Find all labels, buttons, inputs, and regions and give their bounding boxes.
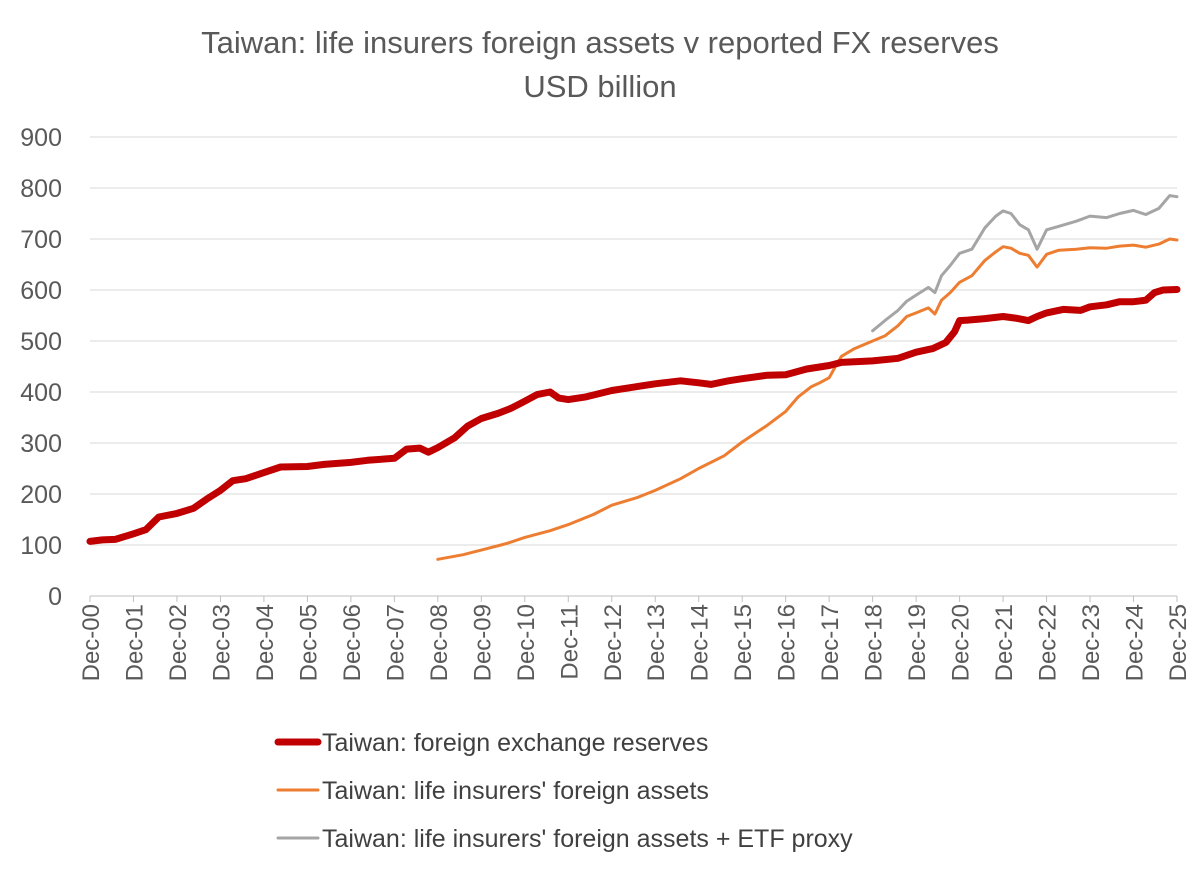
series-line-2 [871,194,1179,333]
x-tick-label: Dec-22 [1035,604,1062,681]
chart-subtitle: USD billion [523,69,676,104]
x-tick-label: Dec-07 [382,604,409,681]
x-tick-label: Dec-12 [600,604,627,681]
x-tick-label: Dec-13 [643,604,670,681]
x-axis-tick-labels: Dec-00 Dec-01 Dec-02 Dec-03 Dec-04 Dec-05 Dec-… [78,604,1192,681]
x-tick-label: Dec-21 [991,604,1018,681]
y-tick-label: 300 [20,430,62,458]
x-tick-label: Dec-18 [861,604,888,681]
x-tick-label: Dec-10 [513,604,540,681]
y-tick-label: 0 [48,583,62,611]
legend-label-0: Taiwan: foreign exchange reserves [322,729,708,757]
x-tick-label: Dec-25 [1165,604,1192,681]
x-tick-label: Dec-03 [208,604,235,681]
x-tick-label: Dec-02 [165,604,192,681]
series-line-1 [436,237,1179,561]
x-tick-label: Dec-01 [121,604,148,681]
x-tick-label: Dec-14 [687,604,714,681]
legend-label-1: Taiwan: life insurers' foreign assets [322,777,709,805]
x-tick-label: Dec-05 [295,604,322,681]
y-tick-label: 700 [20,226,62,254]
x-tick-label: Dec-19 [904,604,931,681]
x-tick-label: Dec-24 [1122,604,1149,681]
x-tick-label: Dec-16 [774,604,801,681]
y-tick-label: 200 [20,481,62,509]
y-tick-label: 100 [20,532,62,560]
legend: Taiwan: foreign exchange reserves Taiwan:… [274,729,853,853]
x-tick-label: Dec-20 [948,604,975,681]
x-tick-label: Dec-15 [730,604,757,681]
x-tick-label: Dec-04 [252,604,279,681]
legend-label-2: Taiwan: life insurers' foreign assets + … [322,825,853,853]
y-tick-label: 600 [20,277,62,305]
series-line-0 [86,286,1181,545]
x-tick-label: Dec-17 [817,604,844,681]
y-tick-label: 400 [20,379,62,407]
x-tick-label: Dec-11 [556,604,583,680]
x-tick-label: Dec-06 [339,604,366,681]
y-tick-label: 800 [20,175,62,203]
chart-title: Taiwan: life insurers foreign assets v r… [201,25,999,60]
y-tick-label: 900 [20,124,62,152]
y-tick-label: 500 [20,328,62,356]
x-tick-label: Dec-23 [1078,604,1105,681]
gridlines [90,136,1177,546]
x-tick-label: Dec-08 [426,604,453,681]
x-axis [89,595,1178,602]
y-axis-tick-labels: 0 100 200 300 400 500 600 700 800 900 [20,124,62,611]
x-tick-label: Dec-00 [78,604,105,681]
data-series [86,194,1181,561]
x-tick-label: Dec-09 [469,604,496,681]
